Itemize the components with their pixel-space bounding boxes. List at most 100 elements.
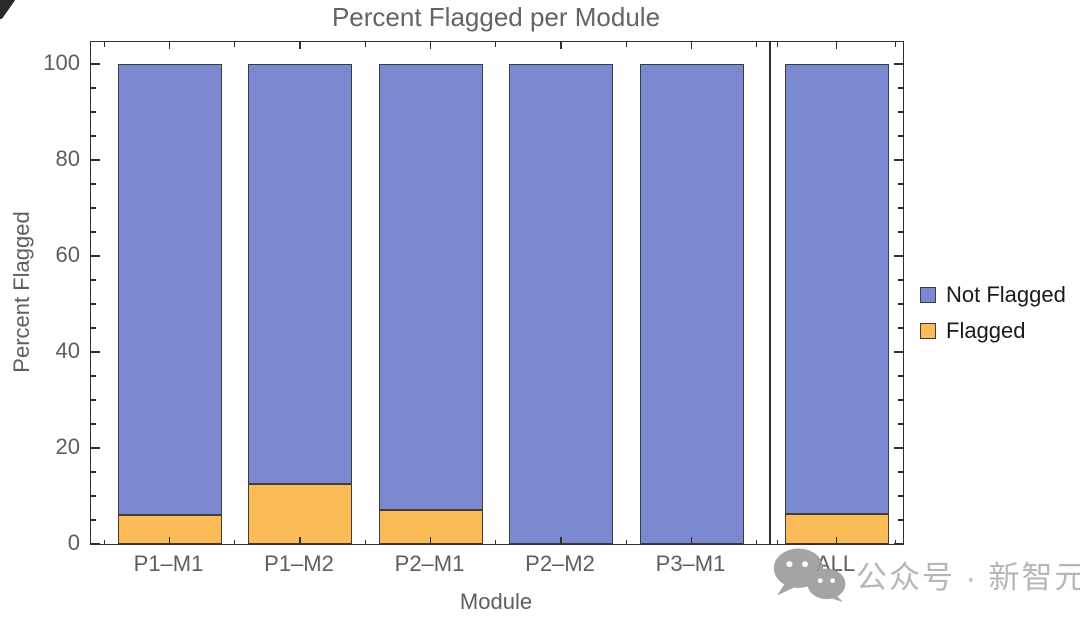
y-tick-right: [894, 447, 903, 449]
x-tick-label: P2–M1: [394, 551, 465, 576]
plot-area: [90, 41, 904, 545]
x-tick-bottom: [835, 537, 838, 544]
x-minortick-bottom: [756, 539, 758, 544]
y-tick-left: [91, 159, 100, 161]
x-minortick-top: [103, 42, 105, 47]
x-tick-top: [690, 42, 693, 49]
x-tick-bottom: [560, 537, 562, 544]
y-tick-left: [91, 87, 96, 89]
y-tick-right: [898, 375, 903, 377]
x-tick-label: P3–M1: [655, 551, 726, 576]
x-minortick-bottom: [776, 539, 778, 544]
legend-label: Not Flagged: [946, 282, 1066, 307]
y-tick-right: [898, 111, 903, 113]
x-minortick-top: [776, 42, 778, 47]
x-tick-top: [560, 42, 562, 49]
y-tick-right: [898, 327, 903, 329]
y-tick-left: [91, 207, 96, 209]
y-tick-left: [91, 543, 100, 545]
group-separator-line: [769, 42, 771, 544]
legend-swatch: [920, 287, 936, 303]
y-tick-left: [91, 447, 100, 449]
x-tick-label: P2–M2: [525, 551, 595, 576]
y-tick-left: [91, 255, 100, 257]
y-tick-right: [898, 183, 903, 185]
x-tick-bottom: [168, 537, 171, 544]
x-tick-top: [299, 42, 301, 49]
y-tick-left: [91, 135, 96, 137]
x-tick-top: [168, 42, 171, 49]
y-tick-left: [91, 519, 96, 521]
bar-segment-not-flagged: [248, 64, 352, 485]
y-tick-left: [91, 183, 96, 185]
x-tick-top: [429, 42, 432, 49]
y-tick-left: [91, 399, 96, 401]
y-tick-left: [91, 231, 96, 233]
x-tick-bottom: [429, 537, 432, 544]
x-minortick-top: [756, 42, 758, 47]
y-tick-label: 100: [43, 50, 80, 75]
x-axis-label: Module: [459, 589, 533, 614]
bar-segment-not-flagged: [378, 64, 483, 511]
x-tick-bottom: [690, 537, 693, 544]
y-tick-right: [898, 87, 903, 89]
corner-artifact: [0, 0, 17, 21]
y-tick-right: [894, 63, 903, 65]
x-minortick-bottom: [103, 539, 105, 544]
chart-title: Percent Flagged per Module: [331, 2, 661, 32]
x-tick-label: P1–M2: [264, 551, 334, 576]
y-tick-right: [898, 495, 903, 497]
y-tick-right: [898, 399, 903, 401]
x-minortick-top: [495, 42, 497, 47]
x-minortick-top: [364, 42, 366, 47]
y-tick-label: 20: [55, 434, 80, 459]
y-tick-right: [894, 351, 903, 353]
y-tick-right: [894, 543, 903, 545]
y-tick-label: 80: [55, 146, 80, 171]
y-tick-left: [91, 495, 96, 497]
bar-segment-not-flagged: [784, 64, 889, 515]
y-tick-right: [898, 135, 903, 137]
bar-segment-not-flagged: [639, 64, 744, 544]
y-tick-right: [894, 255, 903, 257]
bar-segment-not-flagged: [509, 64, 613, 544]
y-tick-left: [91, 423, 96, 425]
x-minortick-top: [234, 42, 236, 47]
x-minortick-bottom: [495, 539, 497, 544]
x-minortick-top: [895, 42, 897, 47]
legend-label: Flagged: [946, 318, 1026, 343]
y-tick-left: [91, 111, 96, 113]
y-tick-right: [898, 303, 903, 305]
x-minortick-bottom: [625, 539, 627, 544]
y-tick-left: [91, 471, 96, 473]
y-tick-label: 0: [67, 530, 80, 555]
bar-segment-not-flagged: [117, 64, 222, 516]
y-tick-right: [898, 207, 903, 209]
x-minortick-bottom: [895, 539, 897, 544]
y-tick-left: [91, 351, 100, 353]
bar-segment-flagged: [248, 484, 352, 544]
y-tick-right: [894, 159, 903, 161]
y-tick-left: [91, 375, 96, 377]
x-tick-top: [835, 42, 838, 49]
x-tick-label: P1–M1: [133, 551, 204, 576]
y-tick-left: [91, 327, 96, 329]
x-minortick-top: [625, 42, 627, 47]
y-tick-label: 40: [55, 338, 80, 363]
x-minortick-bottom: [364, 539, 366, 544]
y-tick-right: [898, 471, 903, 473]
x-minortick-bottom: [234, 539, 236, 544]
wechat-icon: [773, 548, 846, 602]
y-tick-right: [898, 423, 903, 425]
legend-item: Flagged: [920, 318, 1066, 344]
watermark-text: 公众号 · 新智元: [856, 559, 1080, 595]
legend: Not Flagged Flagged: [920, 282, 1066, 354]
y-tick-left: [91, 279, 96, 281]
y-tick-right: [898, 519, 903, 521]
y-tick-left: [91, 63, 100, 65]
legend-swatch: [920, 323, 936, 339]
y-tick-right: [898, 231, 903, 233]
watermark: 公众号 · 新智元: [768, 546, 1080, 602]
legend-item: Not Flagged: [920, 282, 1066, 308]
